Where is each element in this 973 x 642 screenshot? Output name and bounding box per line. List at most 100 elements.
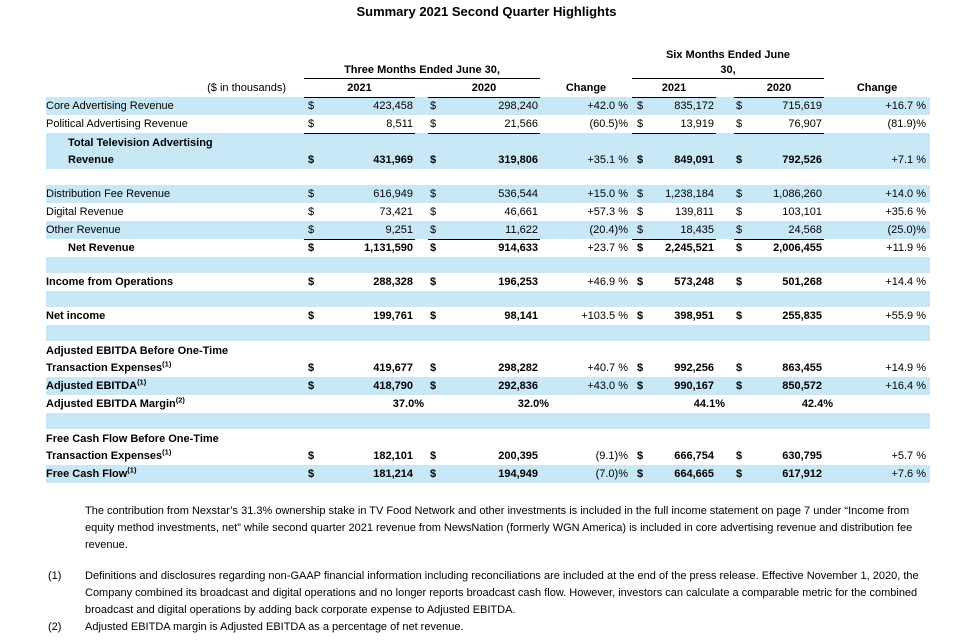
change-cell-6mo: +35.6 %: [885, 206, 927, 218]
footnote-ref: (1): [127, 465, 137, 475]
dollar-sign-cell: $: [637, 362, 644, 374]
footnote-2: (2) Adjusted EBITDA margin is Adjusted E…: [48, 619, 935, 636]
value-cell-3mo-2021: 431,969: [373, 154, 413, 166]
dollar-sign-cell: $: [428, 221, 444, 240]
row-label-text: Adjusted EBITDA: [46, 380, 138, 392]
dollar-sign-cell: $: [736, 362, 743, 374]
row-label: Political Advertising Revenue: [46, 115, 304, 133]
dollar-sign-cell: $: [308, 362, 315, 374]
table-body: Core Advertising Revenue $ 423,458 $ 298…: [46, 97, 931, 483]
value-cell-3mo-2020: 536,544: [498, 188, 538, 200]
value-cell-6mo-2021: 666,754: [674, 450, 714, 462]
value-cell-3mo-2020: 298,240: [498, 100, 538, 112]
dollar-sign-cell: $: [430, 100, 437, 112]
row-label-text: Distribution Fee Revenue: [46, 188, 171, 200]
change-cell-3mo: +42.0 %: [587, 100, 628, 112]
row-label: Free Cash Flow Before One-Time Transacti…: [46, 429, 304, 465]
dollar-sign-cell: $: [308, 468, 315, 480]
table-row: Adjusted EBITDA Before One-Time Transact…: [46, 341, 931, 377]
dollar-sign-cell: $: [736, 276, 743, 288]
row-label-text: Total Television Advertising Revenue: [68, 137, 213, 166]
change-cell-6mo: (25.0)%: [887, 224, 927, 236]
dollar-sign-cell: $: [736, 310, 743, 322]
change-cell-3mo: +15.0 %: [587, 188, 628, 200]
table-row: Distribution Fee Revenue $ 616,949 $ 536…: [46, 185, 931, 203]
table-row: Adjusted EBITDA(1) $ 418,790 $ 292,836 +…: [46, 377, 931, 395]
gap-cell: [716, 273, 734, 291]
spacer-cell: [46, 291, 930, 307]
gap-cell: [415, 465, 428, 483]
empty-cell: [415, 78, 428, 97]
row-label: Core Advertising Revenue: [46, 97, 304, 115]
dollar-sign-cell: [734, 395, 744, 413]
row-label: Distribution Fee Revenue: [46, 185, 304, 203]
value-cell-6mo-2021: 398,951: [674, 310, 714, 322]
value-cell-3mo-2021: 73,421: [379, 206, 413, 218]
change-cell-3mo: +46.9 %: [587, 276, 628, 288]
dollar-sign-cell: $: [430, 380, 437, 392]
dollar-sign-cell: $: [308, 242, 315, 254]
row-label-text: Income from Operations: [46, 276, 174, 288]
footnote-2-text: Adjusted EBITDA margin is Adjusted EBITD…: [85, 621, 464, 633]
footnote-ref: (1): [162, 447, 172, 457]
dollar-sign-cell: $: [430, 450, 437, 462]
gap-cell: [415, 307, 428, 325]
table-row: Digital Revenue $ 73,421 $ 46,661 +57.3 …: [46, 203, 931, 221]
value-cell-6mo-2020: 2,006,455: [773, 242, 823, 254]
dollar-sign-cell: $: [428, 115, 444, 134]
footnotes: (1) Definitions and disclosures regardin…: [48, 568, 935, 636]
value-cell-6mo-2021: 573,248: [674, 276, 714, 288]
row-label-text: Free Cash Flow: [46, 468, 128, 480]
table-row: Income from Operations $ 288,328 $ 196,2…: [46, 273, 931, 291]
value-cell-3mo-2020: 914,633: [498, 242, 538, 254]
financial-table: Three Months Ended June 30, Six Months E…: [46, 44, 931, 483]
value-cell-3mo-2020: 32.0%: [444, 395, 549, 413]
dollar-sign-cell: $: [736, 154, 743, 166]
dollar-sign-cell: $: [430, 310, 437, 322]
dollar-sign-cell: [304, 395, 332, 413]
dollar-sign-cell: [632, 395, 648, 413]
dollar-sign-cell: $: [637, 310, 644, 322]
gap-cell: [716, 115, 734, 133]
value-cell-3mo-2021: 616,949: [373, 188, 413, 200]
row-label-text: Net Revenue: [68, 242, 135, 254]
change-cell-6mo: +7.6 %: [891, 468, 927, 480]
change-cell-3mo: +35.1 %: [587, 154, 628, 166]
change-cell-3mo: +40.7 %: [587, 362, 628, 374]
empty-cell: [540, 44, 632, 78]
value-cell-6mo-2020: 103,101: [782, 206, 823, 218]
dollar-sign-cell: $: [637, 154, 644, 166]
spacer-row: [46, 413, 931, 429]
row-label-text: Digital Revenue: [46, 206, 124, 218]
value-cell-6mo-2020: 255,835: [782, 310, 823, 322]
value-cell-3mo-2021: 199,761: [373, 310, 413, 322]
gap-cell: [415, 133, 428, 169]
table-row: Adjusted EBITDA Margin(2) 37.0% 32.0% 44…: [46, 395, 931, 413]
change-cell-6mo: +5.7 %: [891, 450, 927, 462]
col-header-2020-6mo: 2020: [734, 78, 825, 98]
page-title: Summary 2021 Second Quarter Highlights: [356, 4, 617, 19]
change-cell-3mo: (60.5)%: [589, 118, 628, 130]
empty-cell: [824, 44, 930, 78]
footnote-1-text: Definitions and disclosures regarding no…: [85, 570, 919, 616]
change-cell-6mo: +14.9 %: [885, 362, 927, 374]
gap-cell: [716, 97, 734, 115]
dollar-sign-cell: $: [637, 450, 644, 462]
value-cell-6mo-2021: 139,811: [675, 206, 714, 218]
value-cell-3mo-2020: 98,141: [504, 310, 538, 322]
value-cell-6mo-2020: 617,912: [782, 468, 823, 480]
dollar-sign-cell: $: [430, 154, 437, 166]
value-cell-3mo-2020: 21,566: [444, 115, 540, 134]
row-label: Free Cash Flow(1): [46, 465, 304, 483]
row-label-text: Adjusted EBITDA Margin: [46, 398, 176, 410]
spacer-row: [46, 169, 931, 185]
gap-cell: [415, 115, 428, 133]
dollar-sign-cell: [428, 395, 444, 413]
gap-cell: [716, 377, 734, 395]
change-cell-3mo: +23.7 %: [587, 242, 628, 254]
change-cell-3mo: +57.3 %: [587, 206, 628, 218]
value-cell-3mo-2021: 1,131,590: [364, 242, 413, 254]
dollar-sign-cell: $: [308, 188, 315, 200]
row-label: Digital Revenue: [46, 203, 304, 221]
value-cell-3mo-2020: 196,253: [498, 276, 538, 288]
